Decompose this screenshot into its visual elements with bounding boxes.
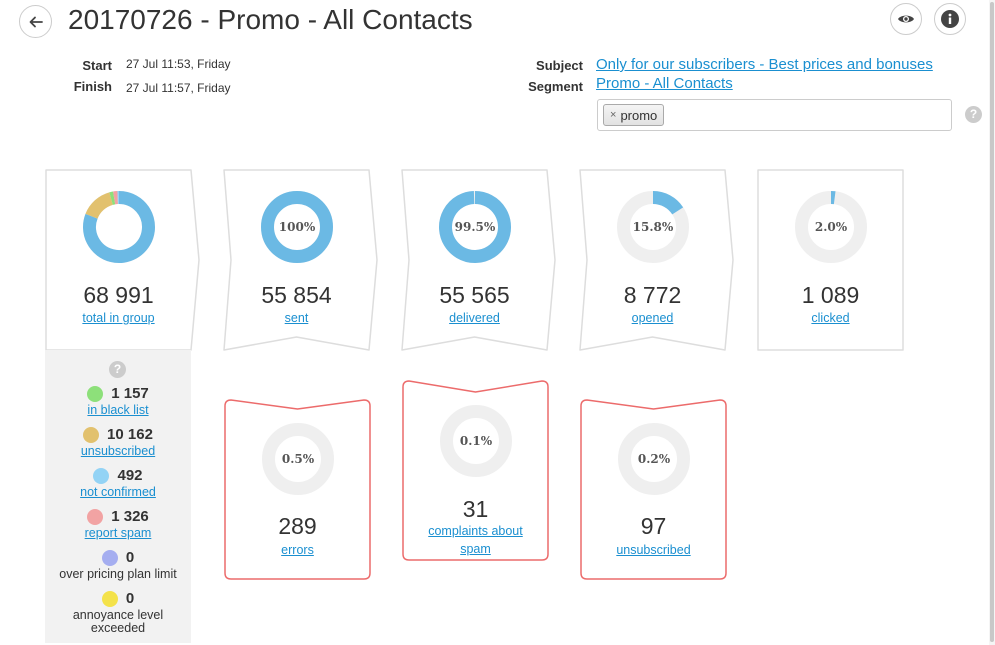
donut-percent: 2.0%	[815, 220, 848, 234]
donut-opened: 15.8%	[617, 191, 689, 263]
stat-card-clicked: 2.0% 1 089 clicked	[757, 169, 904, 351]
donut-percent: 99.5%	[455, 220, 496, 234]
breakdown-help-icon[interactable]: ?	[109, 361, 126, 378]
donut-segment-unsubscribed	[85, 192, 114, 219]
legend-dot	[83, 426, 100, 443]
segment-label: Segment	[528, 79, 583, 94]
stat-link-errors[interactable]: errors	[281, 543, 314, 557]
scrollbar-thumb[interactable]	[990, 2, 994, 642]
issue-card-errors: 0.5% 289 errors	[224, 399, 371, 580]
breakdown-value: 0	[125, 590, 135, 607]
help-icon[interactable]: ?	[965, 106, 982, 123]
stat-card-opened: 15.8% 8 772 opened	[579, 169, 734, 351]
arrow-left-icon	[29, 16, 43, 27]
page-title: 20170726 - Promo - All Contacts	[68, 4, 473, 35]
total-breakdown-panel: ? 1 157 in black list 10 162 unsubscribed 49…	[45, 350, 191, 643]
donut-sent: 100%	[261, 191, 333, 263]
legend-dot	[87, 508, 104, 525]
segment-link[interactable]: Promo - All Contacts	[596, 75, 733, 92]
tag-chip: × promo	[603, 104, 665, 126]
breakdown-value: 0	[125, 549, 135, 566]
donut-clicked: 2.0%	[795, 191, 867, 263]
breakdown-value: 1 326	[111, 508, 149, 525]
stat-value: 289	[278, 513, 317, 539]
stat-value: 1 089	[801, 282, 860, 308]
donut-track	[618, 423, 690, 495]
donut-delivered: 99.5%	[439, 191, 511, 263]
donut-errors: 0.5%	[262, 423, 334, 495]
breakdown-label[interactable]: unsubscribed	[80, 444, 156, 458]
donut-percent: 0.2%	[638, 452, 671, 466]
stat-link-sent[interactable]: sent	[284, 311, 309, 325]
breakdown-value: 10 162	[107, 426, 153, 443]
issue-card-complaints: 0.1% 31 complaints about spam	[402, 380, 549, 561]
breakdown-item: 492 not confirmed	[45, 467, 191, 499]
legend-dot	[87, 385, 104, 402]
finish-label: Finish	[73, 79, 112, 94]
stat-link-complaints[interactable]: complaints about spam	[428, 524, 523, 556]
stat-value: 31	[462, 496, 489, 522]
donut-fill	[652, 191, 684, 215]
donut-segment-in-black-list	[109, 191, 116, 205]
legend-dot	[93, 467, 110, 484]
tags-input[interactable]: × promo	[597, 99, 952, 131]
breakdown-label[interactable]: not confirmed	[80, 485, 156, 499]
donut-fill	[261, 191, 333, 263]
donut-total	[83, 191, 155, 263]
breakdown-label[interactable]: in black list	[87, 403, 149, 417]
breakdown-item: 1 326 report spam	[45, 508, 191, 540]
remove-tag-icon[interactable]: ×	[610, 108, 617, 121]
stat-link-delivered[interactable]: delivered	[449, 311, 500, 325]
eye-icon	[898, 15, 914, 23]
start-value: 27 Jul 11:53, Friday	[126, 57, 231, 71]
stat-card-delivered: 99.5% 55 565 delivered	[401, 169, 556, 351]
breakdown-label: over pricing plan limit	[59, 567, 177, 581]
donut-complaints: 0.1%	[440, 405, 512, 477]
donut-percent: 0.1%	[460, 434, 493, 448]
stat-link-total[interactable]: total in group	[82, 311, 155, 325]
stat-value: 8 772	[623, 282, 682, 308]
stat-link-clicked[interactable]: clicked	[811, 311, 850, 325]
stat-link-opened[interactable]: opened	[631, 311, 674, 325]
stat-link-unsubscribed[interactable]: unsubscribed	[616, 543, 691, 557]
subject-label: Subject	[536, 58, 583, 73]
tag-label: promo	[620, 107, 658, 123]
donut-unsubscribed: 0.2%	[618, 423, 690, 495]
donut-track	[440, 405, 512, 477]
stat-value: 55 565	[439, 282, 510, 308]
breakdown-item: 0 over pricing plan limit	[45, 549, 191, 581]
breakdown-item: 10 162 unsubscribed	[45, 426, 191, 458]
donut-percent: 100%	[279, 220, 316, 234]
preview-button[interactable]	[890, 3, 922, 35]
stat-value: 55 854	[261, 282, 332, 308]
back-button[interactable]	[19, 5, 52, 38]
finish-value: 27 Jul 11:57, Friday	[126, 81, 231, 95]
donut-track	[262, 423, 334, 495]
issue-card-unsubscribed: 0.2% 97 unsubscribed	[580, 399, 727, 580]
donut-percent: 15.8%	[633, 220, 674, 234]
breakdown-item: 0 annoyance level exceeded	[45, 590, 191, 635]
subject-link[interactable]: Only for our subscribers - Best prices a…	[596, 56, 933, 73]
info-button[interactable]	[934, 3, 966, 35]
stat-value: 68 991	[83, 282, 154, 308]
stat-card-sent: 100% 55 854 sent	[223, 169, 378, 351]
stat-card-total: 68 991 total in group	[45, 169, 200, 351]
stat-value: 97	[640, 513, 667, 539]
donut-fill	[439, 191, 511, 263]
legend-dot	[101, 549, 118, 566]
breakdown-value: 492	[117, 467, 143, 484]
donut-segment-delivered	[83, 191, 155, 263]
breakdown-label: annoyance level exceeded	[72, 608, 164, 635]
breakdown-item: 1 157 in black list	[45, 385, 191, 417]
info-icon	[941, 10, 959, 28]
legend-dot	[101, 590, 118, 607]
start-label: Start	[82, 58, 112, 73]
breakdown-value: 1 157	[111, 385, 149, 402]
donut-percent: 0.5%	[282, 452, 315, 466]
breakdown-label[interactable]: report spam	[84, 526, 152, 540]
